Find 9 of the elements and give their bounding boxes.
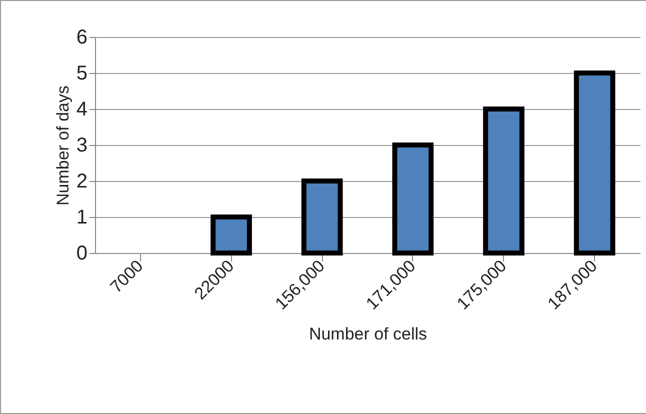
y-tick-label: 2 [76, 170, 88, 192]
y-tick-label: 0 [76, 242, 88, 264]
y-tick-label: 5 [76, 62, 88, 84]
y-tick-label: 6 [76, 26, 88, 48]
y-tick-label: 4 [76, 98, 88, 120]
x-axis-title: Number of cells [308, 324, 428, 344]
y-tick-label: 1 [76, 206, 88, 228]
y-tick-label: 3 [76, 134, 88, 156]
y-axis-title: Number of days [53, 86, 72, 206]
